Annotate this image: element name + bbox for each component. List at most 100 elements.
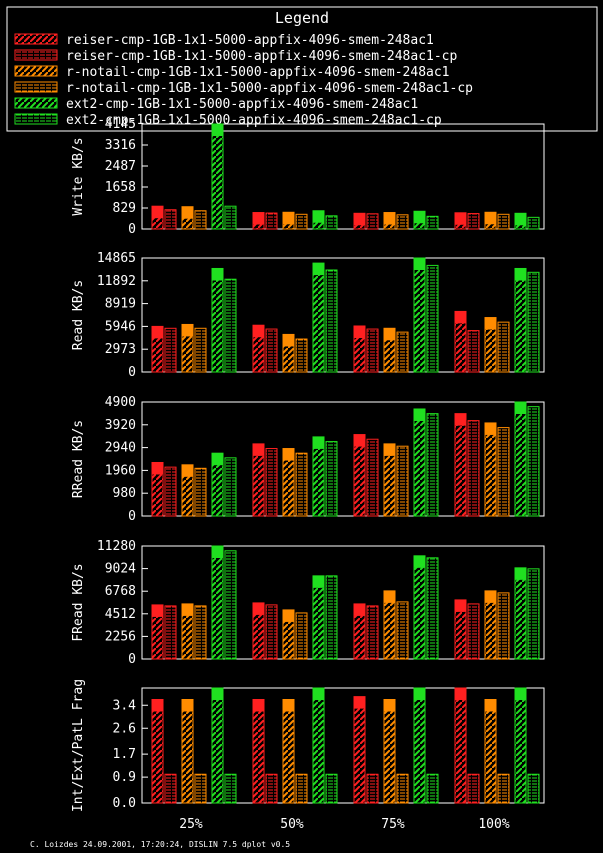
bar-cap [455,599,466,612]
bar [325,773,338,804]
bar [396,773,409,804]
bar [312,262,325,373]
bar [366,605,379,660]
legend-swatch [14,33,58,45]
bar-cap [455,311,466,324]
bar [366,328,379,373]
bar [211,687,224,804]
bar [454,687,467,804]
y-tick-label: 5946 [105,319,136,334]
legend-item: ext2-cmp-1GB-1x1-5000-appfix-4096-smem-2… [14,97,418,112]
legend: Legend reiser-cmp-1GB-1x1-5000-appfix-40… [6,6,598,132]
bar-cap [414,258,425,270]
chart-panel: 0 2973 5946 8919 11892 14865 Read KB/s [71,251,545,380]
bar-cap [152,206,163,219]
bar [211,123,224,230]
y-tick-label: 829 [113,201,136,216]
bar-cap [253,443,264,456]
bar [224,278,237,373]
bar [265,773,278,804]
chart-panel: 0 829 1658 2487 3316 4145 Write KB/s [71,117,545,237]
y-tick-label: 1960 [105,463,136,478]
bar [312,687,325,804]
plot-frame [141,687,545,804]
bar-cap [384,328,395,341]
bar [194,773,207,804]
bar [497,427,510,517]
bar-cap [354,603,365,616]
legend-swatch [14,97,58,109]
bar [224,457,237,517]
y-axis-label: FRead KB/s [71,563,86,641]
y-tick-label: 0.9 [113,770,136,785]
bar [325,575,338,660]
y-tick-label: 8919 [105,297,136,312]
bar [497,213,510,230]
bar [265,604,278,660]
bar [164,327,177,373]
bar-cap [384,699,395,712]
bar-cap [414,211,425,224]
bar [295,338,308,373]
y-tick-label: 3920 [105,418,136,433]
bar-cap [313,210,324,223]
y-tick-label: 0.0 [113,796,136,811]
bar-cap [485,699,496,712]
bar [366,438,379,517]
x-category-label: 100% [478,817,509,832]
bar [527,568,540,660]
y-tick-label: 0 [128,222,136,237]
bar-cap [354,213,365,226]
y-tick-label: 4145 [105,117,136,132]
bar [467,213,480,230]
y-axis-label: Int/Ext/PatL Frag [71,679,86,812]
plot-frame [141,545,545,660]
bar-cap [515,402,526,414]
legend-items: reiser-cmp-1GB-1x1-5000-appfix-4096-smem… [14,33,473,128]
bar-cap [384,443,395,456]
bar [527,773,540,804]
bar [497,773,510,804]
y-tick-label: 0 [128,652,136,667]
bar [265,328,278,373]
legend-item: reiser-cmp-1GB-1x1-5000-appfix-4096-smem… [14,33,434,48]
y-tick-label: 4900 [105,395,136,410]
bar [396,601,409,660]
legend-item: r-notail-cmp-1GB-1x1-5000-appfix-4096-sm… [14,81,473,96]
bar-cap [354,325,365,338]
y-tick-label: 1658 [105,180,136,195]
y-axis-label: RRead KB/s [71,420,86,498]
bar [527,406,540,517]
legend-swatch [14,113,58,125]
bar-cap [253,602,264,615]
plot-frame [141,401,545,517]
y-tick-label: 3316 [105,138,136,153]
bar-cap [414,408,425,421]
legend-label: reiser-cmp-1GB-1x1-5000-appfix-4096-smem… [66,33,434,48]
bar-cap [485,317,496,330]
bar-cap [152,604,163,617]
bar [211,545,224,660]
bar [514,401,527,517]
bar [383,699,396,804]
bar-cap [253,325,264,338]
bar-cap [414,688,425,700]
y-tick-label: 2973 [105,342,136,357]
x-category-label: 50% [280,817,304,832]
bar-cap [485,590,496,603]
bar [497,592,510,660]
y-tick-label: 2256 [105,629,136,644]
y-tick-label: 9024 [105,562,136,577]
bar [295,452,308,517]
y-tick-label: 4512 [105,607,136,622]
y-tick-label: 0 [128,365,136,380]
y-tick-label: 3.4 [113,698,137,713]
bar-cap [485,212,496,225]
bar [164,773,177,804]
y-tick-label: 11892 [97,274,136,289]
legend-label: ext2-cmp-1GB-1x1-5000-appfix-4096-smem-2… [66,97,418,112]
bar-cap [253,212,264,225]
bar [426,215,439,230]
bar-cap [455,688,466,700]
bar [164,466,177,517]
